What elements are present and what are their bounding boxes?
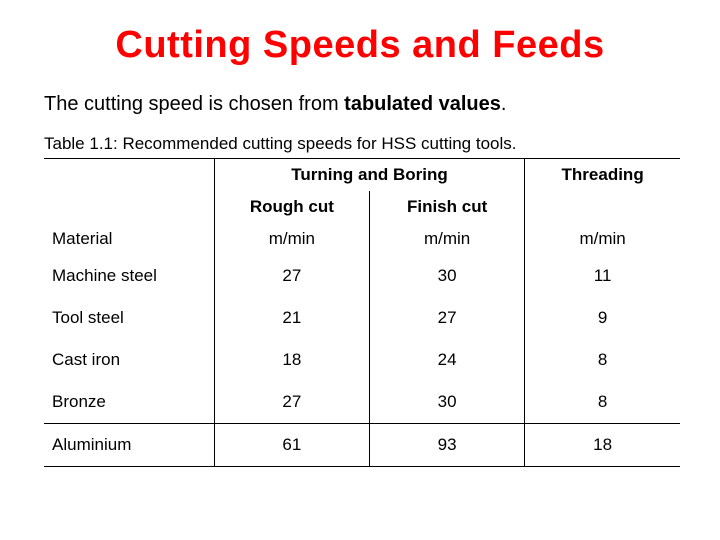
header-thread-blank [525, 191, 680, 223]
table-row: Cast iron 18 24 8 [44, 339, 680, 381]
table-row: Bronze 27 30 8 [44, 381, 680, 424]
cell-rough: 21 [214, 297, 369, 339]
cell-finish: 24 [370, 339, 525, 381]
table-row: Aluminium 61 93 18 [44, 424, 680, 467]
cell-thread: 11 [525, 255, 680, 297]
header-turning-boring: Turning and Boring [214, 159, 524, 192]
table-caption: Table 1.1: Recommended cutting speeds fo… [44, 134, 680, 154]
table-row: Tool steel 21 27 9 [44, 297, 680, 339]
cell-material: Bronze [44, 381, 214, 424]
cell-finish: 27 [370, 297, 525, 339]
cell-material: Cast iron [44, 339, 214, 381]
table-header-units: Material m/min m/min m/min [44, 223, 680, 255]
caption-label: Table 1.1: [44, 134, 122, 153]
header-sub-blank [44, 191, 214, 223]
cell-finish: 30 [370, 255, 525, 297]
unit-rough: m/min [214, 223, 369, 255]
header-material: Material [44, 223, 214, 255]
header-finish: Finish cut [370, 191, 525, 223]
cell-rough: 61 [214, 424, 369, 467]
cell-finish: 93 [370, 424, 525, 467]
table-header-groups: Turning and Boring Threading [44, 159, 680, 192]
slide: Cutting Speeds and Feeds The cutting spe… [0, 0, 720, 540]
table-row: Machine steel 27 30 11 [44, 255, 680, 297]
cell-thread: 8 [525, 381, 680, 424]
cell-material: Aluminium [44, 424, 214, 467]
table-header-sub: Rough cut Finish cut [44, 191, 680, 223]
unit-finish: m/min [370, 223, 525, 255]
subtitle: The cutting speed is chosen from tabulat… [44, 93, 680, 116]
subtitle-bold: tabulated values [344, 93, 501, 115]
cell-thread: 8 [525, 339, 680, 381]
cell-rough: 18 [214, 339, 369, 381]
cell-finish: 30 [370, 381, 525, 424]
cell-material: Machine steel [44, 255, 214, 297]
header-blank [44, 159, 214, 192]
subtitle-pre: The cutting speed is chosen from [44, 93, 344, 115]
cell-thread: 18 [525, 424, 680, 467]
page-title: Cutting Speeds and Feeds [40, 24, 680, 67]
subtitle-post: . [501, 93, 507, 115]
speeds-table: Turning and Boring Threading Rough cut F… [44, 158, 680, 467]
unit-thread: m/min [525, 223, 680, 255]
cell-thread: 9 [525, 297, 680, 339]
table-body: Machine steel 27 30 11 Tool steel 21 27 … [44, 255, 680, 467]
header-rough: Rough cut [214, 191, 369, 223]
cell-material: Tool steel [44, 297, 214, 339]
cell-rough: 27 [214, 381, 369, 424]
header-threading: Threading [525, 159, 680, 192]
caption-text: Recommended cutting speeds for HSS cutti… [122, 134, 516, 153]
cell-rough: 27 [214, 255, 369, 297]
